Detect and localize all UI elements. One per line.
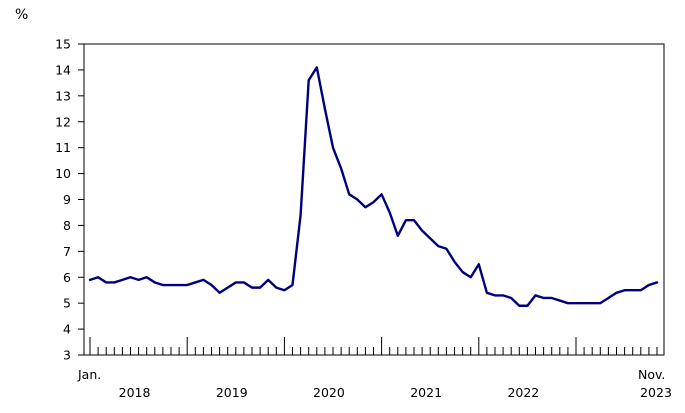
year-label: 2023	[640, 385, 672, 400]
y-tick-label: 6	[63, 270, 71, 285]
x-start-label: Jan.	[77, 367, 101, 382]
y-tick-label: 9	[63, 192, 71, 207]
y-axis-ticks: 3 4 5 6 7 8 9 10 11 12 13 14 15	[55, 37, 84, 363]
plot-frame	[83, 43, 665, 356]
y-tick-label: 8	[63, 218, 71, 233]
year-label: 2020	[313, 385, 345, 400]
y-unit-label: %	[15, 7, 28, 23]
y-tick-label: 4	[63, 322, 71, 337]
year-labels: 2018 2019 2020 2021 2022 2023	[119, 385, 672, 400]
year-label: 2022	[507, 385, 539, 400]
x-axis-ticks	[89, 337, 658, 355]
y-tick-label: 14	[55, 62, 71, 77]
year-label: 2019	[216, 385, 248, 400]
series-line	[88, 66, 659, 307]
y-tick-label: 15	[55, 37, 71, 52]
y-tick-label: 7	[63, 244, 71, 259]
year-label: 2018	[119, 385, 151, 400]
x-end-label: Nov.	[638, 367, 665, 382]
y-tick-label: 13	[55, 88, 71, 103]
year-label: 2021	[410, 385, 442, 400]
y-tick-label: 5	[63, 296, 71, 311]
y-tick-label: 10	[55, 166, 71, 181]
y-tick-label: 12	[55, 114, 71, 129]
y-tick-label: 3	[63, 348, 71, 363]
y-tick-label: 11	[55, 140, 71, 155]
